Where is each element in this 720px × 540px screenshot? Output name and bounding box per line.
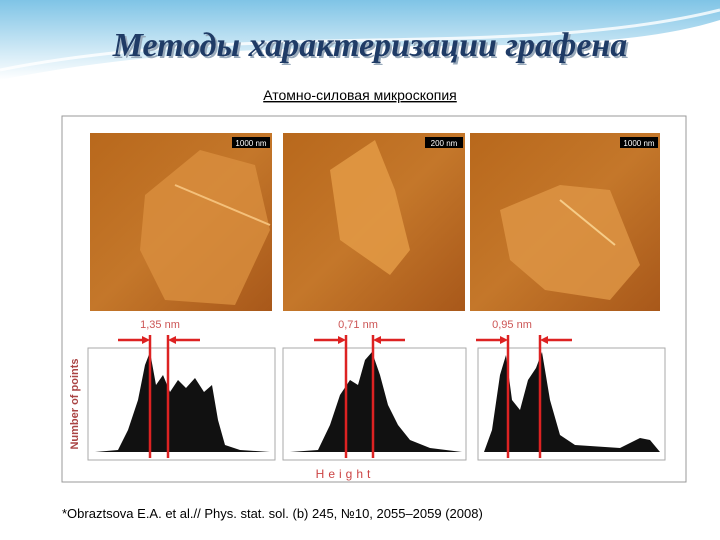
flake xyxy=(500,185,640,300)
citation: *Obraztsova E.A. et al.// Phys. stat. so… xyxy=(62,506,483,521)
x-axis-label: Height xyxy=(316,467,375,481)
histograms: 1,35 nm 0,71 nm 0,95 nm Number of points… xyxy=(69,319,666,481)
flake-edge xyxy=(559,199,616,246)
step-label: 0,71 nm xyxy=(338,319,378,331)
flake-edge xyxy=(174,184,271,226)
step-label: 0,95 nm xyxy=(492,319,532,331)
scale-label: 200 nm xyxy=(431,139,458,148)
flake xyxy=(140,150,270,305)
subtitle: Атомно-силовая микроскопия xyxy=(263,87,457,103)
arrow-heads xyxy=(142,336,548,344)
histogram-shape xyxy=(484,352,660,452)
histogram-shape xyxy=(95,352,270,452)
scale-box xyxy=(425,137,463,148)
scale-box xyxy=(232,137,270,148)
scale-label: 1000 nm xyxy=(623,139,654,148)
afm-images: 1000 nm 200 nm 1000 nm xyxy=(90,133,660,311)
scale-label: 1000 nm xyxy=(235,139,266,148)
swoosh-line xyxy=(0,8,720,72)
step-lines xyxy=(118,335,572,458)
title-shadow: Методы характеризации графена xyxy=(114,29,630,66)
title: Методы характеризации графена xyxy=(112,27,628,64)
histogram-shape xyxy=(290,352,462,452)
step-label: 1,35 nm xyxy=(140,319,180,331)
flake xyxy=(330,140,410,275)
scale-box xyxy=(620,137,658,148)
y-axis-label: Number of points xyxy=(69,358,81,449)
